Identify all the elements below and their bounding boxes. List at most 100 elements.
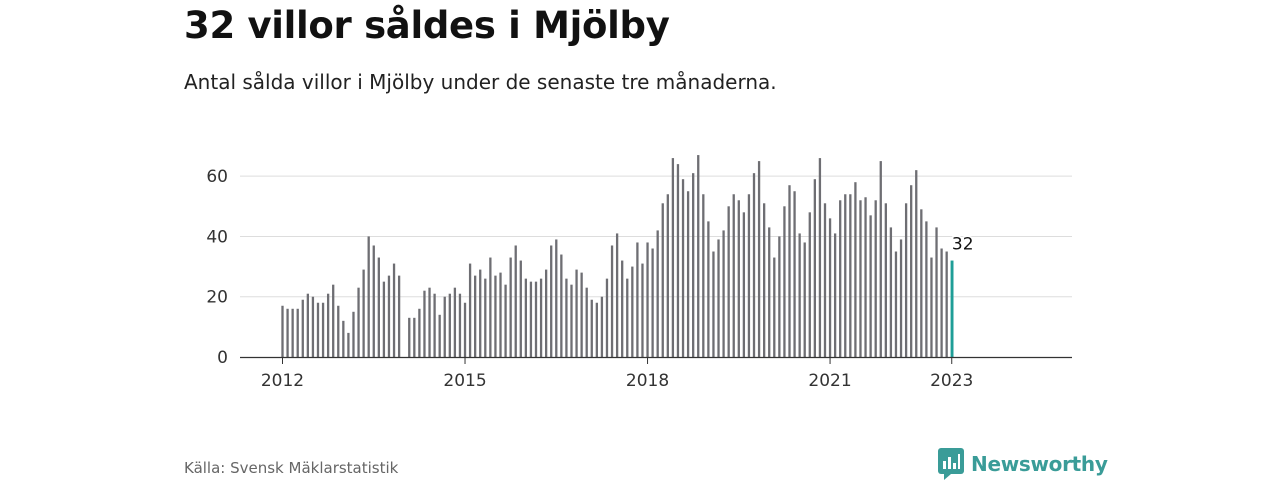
- bar: [544, 269, 548, 357]
- chart-subtitle: Antal sålda villor i Mjölby under de sen…: [184, 70, 777, 94]
- bar: [935, 227, 938, 357]
- bar: [321, 302, 325, 357]
- bar: [849, 194, 852, 357]
- bar: [448, 293, 451, 357]
- bar: [580, 272, 583, 357]
- bar: [377, 257, 380, 357]
- bar: [945, 251, 948, 357]
- bar: [332, 284, 335, 357]
- bar: [707, 221, 710, 357]
- bar: [286, 308, 289, 357]
- x-tick-label: 2023: [930, 371, 973, 391]
- bar: [803, 242, 806, 357]
- bar: [692, 173, 695, 357]
- bar: [560, 254, 563, 357]
- bar: [768, 227, 771, 357]
- bar: [408, 317, 411, 357]
- bar: [869, 215, 872, 357]
- bar: [418, 308, 421, 357]
- latest-value-label: 32: [952, 235, 974, 255]
- bar: [813, 179, 816, 357]
- bar: [879, 161, 882, 357]
- bar: [676, 164, 680, 357]
- bar: [904, 203, 908, 357]
- brand-name: Newsworthy: [971, 452, 1108, 476]
- bar: [372, 245, 375, 357]
- bar: [697, 155, 700, 357]
- chart-title: 32 villor såldes i Mjölby: [184, 4, 670, 47]
- bar: [737, 200, 740, 357]
- y-tick-label: 20: [206, 288, 228, 308]
- bar: [894, 251, 898, 357]
- bar: [884, 203, 887, 357]
- bar: [600, 296, 604, 357]
- bar: [534, 281, 538, 357]
- bar: [316, 302, 320, 357]
- bar: [494, 275, 497, 357]
- bar: [747, 194, 751, 357]
- x-tick-label: 2015: [443, 371, 486, 391]
- bar: [555, 239, 558, 357]
- bar: [565, 278, 568, 357]
- bar: [367, 236, 370, 357]
- bar: [702, 194, 705, 357]
- bar: [301, 299, 304, 357]
- bar: [925, 221, 928, 357]
- bar: [605, 278, 609, 357]
- bar: [326, 293, 330, 357]
- bar: [778, 236, 781, 357]
- bar: [342, 320, 345, 357]
- bar: [291, 308, 294, 357]
- bar: [930, 257, 933, 357]
- bar: [539, 278, 543, 357]
- bar: [443, 296, 446, 357]
- bar-chart-speech-bubble-icon: [938, 448, 964, 480]
- bar: [899, 239, 903, 357]
- x-tick-label: 2021: [808, 371, 851, 391]
- bar: [920, 209, 923, 357]
- bar-chart: 0 20 40 60 2012 2015 2018 2021 2023 32: [206, 155, 1072, 391]
- bar: [550, 245, 553, 357]
- bar: [519, 260, 522, 357]
- bar: [783, 206, 786, 357]
- bar: [839, 200, 842, 357]
- bar: [859, 200, 862, 357]
- bar: [631, 266, 634, 357]
- brand-logo[interactable]: Newsworthy: [938, 448, 1108, 480]
- x-tick-label: 2012: [261, 371, 304, 391]
- bar: [484, 278, 487, 357]
- bar: [828, 218, 832, 357]
- bar: [646, 242, 649, 357]
- bar: [570, 284, 573, 357]
- bar: [479, 269, 482, 357]
- bar-latest: [950, 260, 954, 357]
- bar: [712, 251, 715, 357]
- bar: [575, 269, 578, 357]
- bar: [722, 230, 725, 357]
- bar: [468, 263, 472, 357]
- bar: [281, 305, 284, 357]
- bar: [854, 182, 857, 357]
- bar: [352, 311, 355, 357]
- bar: [514, 245, 517, 357]
- bar: [752, 173, 756, 357]
- bar: [788, 185, 791, 357]
- bar: [808, 212, 811, 357]
- bar: [306, 293, 309, 357]
- bar: [392, 263, 396, 357]
- bar: [727, 206, 730, 357]
- bar: [499, 272, 502, 357]
- bar: [296, 308, 299, 357]
- bar: [337, 305, 340, 357]
- bar: [397, 275, 401, 357]
- bar: [773, 257, 776, 357]
- bar: [509, 257, 512, 357]
- bar: [458, 293, 462, 357]
- bar: [438, 314, 441, 357]
- bar: [915, 170, 918, 357]
- bar: [474, 275, 477, 357]
- bar: [489, 257, 492, 357]
- bar: [311, 296, 315, 357]
- bar: [382, 281, 386, 357]
- bar: [626, 278, 629, 357]
